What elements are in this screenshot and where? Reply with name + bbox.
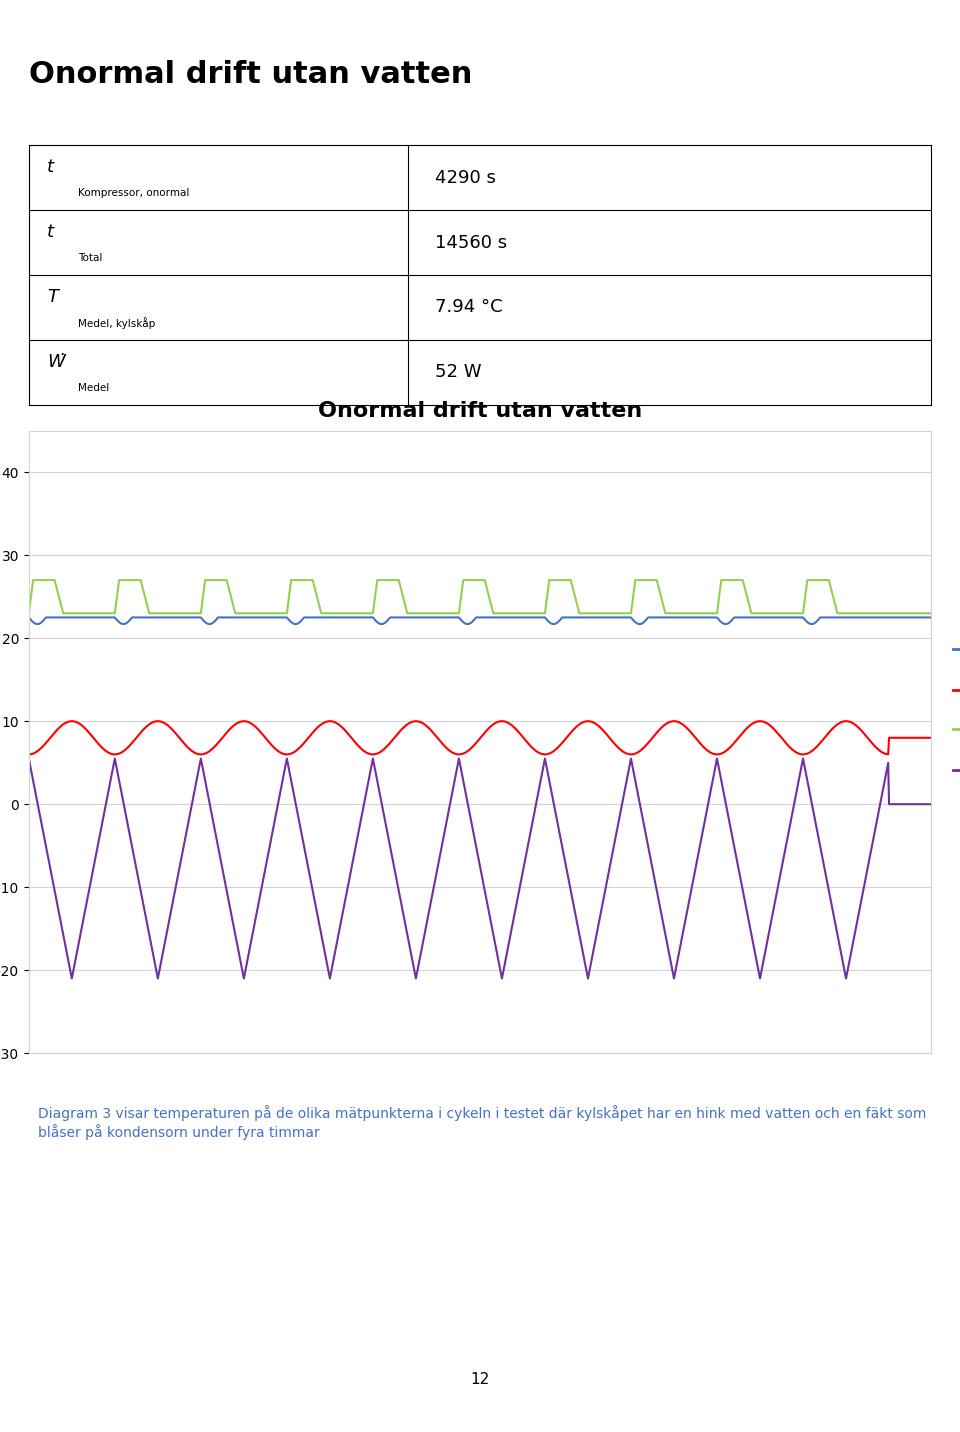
- Text: 52 W: 52 W: [435, 364, 481, 381]
- Legend: Efter kondensor, I kylskåpet, Före kondensor, Förångare: Efter kondensor, I kylskåpet, Före konde…: [948, 637, 960, 783]
- Text: 7.94 °C: 7.94 °C: [435, 298, 502, 316]
- Text: 4290 s: 4290 s: [435, 169, 495, 186]
- Text: T: T: [47, 288, 58, 306]
- Text: Onormal drift utan vatten: Onormal drift utan vatten: [29, 60, 472, 89]
- Text: Diagram 3 visar temperaturen på de olika mätpunkterna i cykeln i testet där kyls: Diagram 3 visar temperaturen på de olika…: [37, 1106, 926, 1140]
- Text: t: t: [47, 159, 54, 176]
- Text: Medel, kylskåp: Medel, kylskåp: [79, 316, 156, 329]
- Text: Kompressor, onormal: Kompressor, onormal: [79, 189, 190, 199]
- Text: Total: Total: [79, 253, 103, 263]
- Text: 12: 12: [470, 1372, 490, 1388]
- Title: Onormal drift utan vatten: Onormal drift utan vatten: [318, 401, 642, 421]
- Text: Medel: Medel: [79, 382, 109, 392]
- Text: 14560 s: 14560 s: [435, 233, 507, 252]
- Text: Ẇ: Ẇ: [47, 352, 64, 371]
- Text: t: t: [47, 223, 54, 241]
